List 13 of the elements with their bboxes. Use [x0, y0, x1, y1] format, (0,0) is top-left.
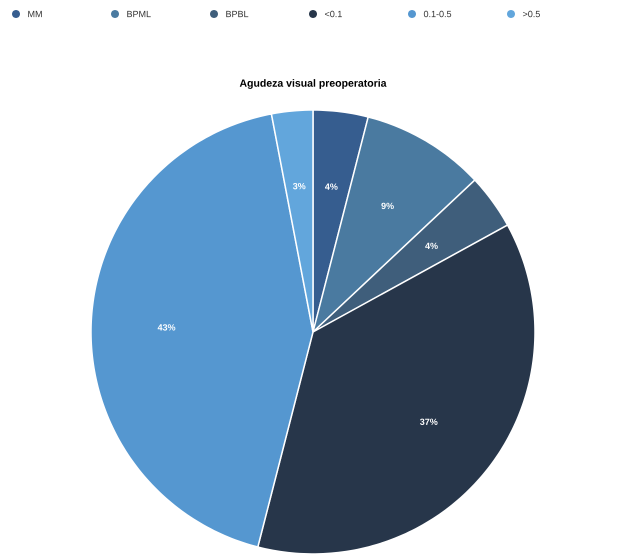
- data-label: 4%: [425, 242, 438, 250]
- legend-label: 0.1-0.5: [424, 10, 452, 18]
- legend-label: MM: [28, 10, 42, 18]
- legend-label: BPML: [127, 10, 151, 18]
- data-label: 37%: [420, 418, 438, 425]
- text: Agudeza visual preoperatoria: [240, 79, 387, 89]
- legend-label: BPBL: [226, 10, 248, 18]
- legend-label: <0.1: [324, 10, 342, 18]
- data-label: 9%: [381, 202, 394, 210]
- data-label: 3%: [292, 182, 306, 190]
- legend-label: >0.5: [522, 10, 540, 18]
- data-label: 43%: [158, 324, 176, 331]
- data-label: 4%: [325, 183, 338, 190]
